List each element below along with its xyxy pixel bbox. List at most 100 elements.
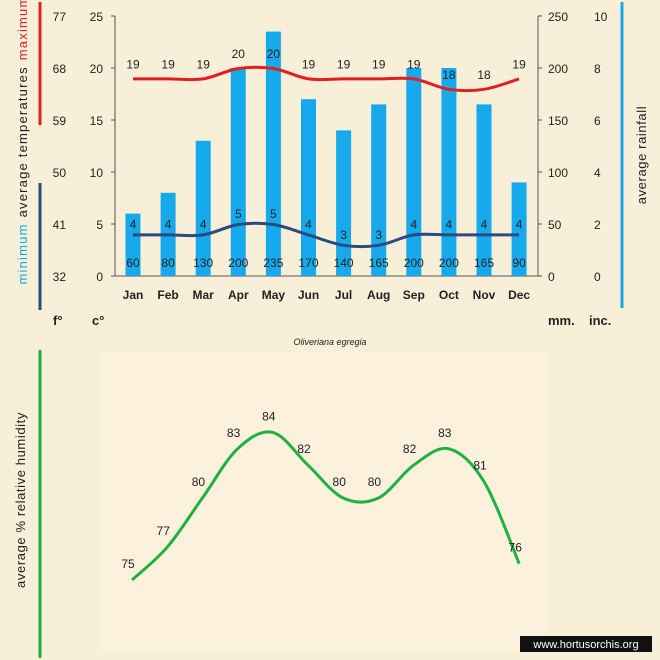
watermark-box (520, 636, 652, 652)
celsius-tick-label: 5 (96, 218, 103, 232)
rainfall-bar (371, 104, 387, 277)
celsius-tick-label: 15 (90, 114, 104, 128)
fahrenheit-tick-label: 41 (53, 218, 67, 232)
fahrenheit-tick-label: 77 (53, 10, 67, 24)
humidity-value-label: 76 (509, 541, 523, 555)
rainfall-value-label: 80 (161, 256, 175, 270)
inch-tick-label: 4 (594, 166, 601, 180)
max-temperature-label: 20 (232, 47, 246, 61)
rainfall-value-label: 165 (369, 256, 389, 270)
maximum-label: maximum (15, 0, 30, 60)
fahrenheit-tick-label: 59 (53, 114, 67, 128)
rainfall-value-label: 235 (263, 256, 283, 270)
humidity-axis-title: average % relative humidity (13, 412, 28, 588)
max-temperature-line (133, 65, 520, 93)
mm-tick-label: 200 (548, 62, 568, 76)
max-temperature-label: 19 (302, 57, 316, 71)
min-temperature-label: 4 (410, 217, 417, 231)
humidity-chart: 75 77 80 83 84 82 80 80 82 83 81 76 (121, 409, 523, 582)
max-temperature-label: 19 (372, 57, 386, 71)
humidity-value-label: 81 (473, 459, 487, 473)
unit-fahrenheit: f° (53, 313, 63, 328)
rainfall-bars (125, 31, 527, 277)
month-label: Apr (228, 288, 249, 302)
rainfall-bar (125, 213, 141, 276)
rainfall-value-label: 140 (334, 256, 354, 270)
min-temperature-label: 3 (375, 228, 382, 242)
temperature-lines (133, 65, 520, 249)
humidity-value-label: 84 (262, 409, 276, 423)
rainfall-bar (265, 31, 281, 276)
celsius-tick-label: 10 (90, 166, 104, 180)
rainfall-bar (406, 68, 422, 276)
max-temperature-label: 20 (267, 47, 281, 61)
rainfall-bar (336, 130, 352, 276)
data-labels: 60 80 130 200 235 170 140 165 200 200 165 90 19 19 19 2… (126, 47, 526, 270)
min-temperature-label: 5 (270, 207, 277, 221)
rainfall-bar (195, 140, 211, 276)
month-label: Jul (335, 288, 352, 302)
celsius-tick-label: 25 (90, 10, 104, 24)
rainfall-value-label: 200 (228, 256, 248, 270)
month-label: Aug (367, 288, 390, 302)
humidity-value-label: 80 (333, 475, 347, 489)
rainfall-value-label: 90 (512, 256, 526, 270)
unit-celsius: c° (92, 313, 104, 328)
svg-text:minimumaverage temperaturesmax: minimum average temperatures maximum (15, 0, 30, 285)
humidity-value-label: 80 (192, 475, 206, 489)
min-temperature-label: 4 (200, 217, 207, 231)
rainfall-value-label: 200 (404, 256, 424, 270)
mm-tick-label: 150 (548, 114, 568, 128)
inch-tick-label: 0 (594, 270, 601, 284)
humidity-value-label: 80 (368, 475, 382, 489)
month-label: Nov (473, 288, 496, 302)
inch-tick-label: 2 (594, 218, 601, 232)
humidity-value-label: 82 (403, 442, 417, 456)
max-temperature-label: 18 (442, 68, 456, 82)
rainfall-bar (511, 182, 527, 276)
rainfall-bar (441, 68, 457, 276)
max-temperature-label: 19 (197, 57, 211, 71)
right-axis-title: average rainfall (634, 106, 649, 205)
mm-tick-label: 100 (548, 166, 568, 180)
axis-ticks: 0 32 5 41 10 50 15 59 20 68 25 77 0 0 50 2 100 4 150 6 200 8 2… (53, 10, 608, 302)
celsius-tick-label: 0 (96, 270, 103, 284)
average-temperatures-label: average temperatures (15, 66, 30, 217)
fahrenheit-tick-label: 68 (53, 62, 67, 76)
rainfall-value-label: 170 (298, 256, 318, 270)
mm-tick-label: 0 (548, 270, 555, 284)
rainfall-value-label: 200 (439, 256, 459, 270)
fahrenheit-tick-label: 50 (53, 166, 67, 180)
mm-tick-label: 250 (548, 10, 568, 24)
rainfall-bar (476, 104, 492, 277)
min-temperature-label: 4 (516, 217, 523, 231)
max-temperature-label: 19 (337, 57, 351, 71)
humidity-value-label: 83 (227, 426, 241, 440)
mm-tick-label: 50 (548, 218, 562, 232)
rainfall-value-label: 130 (193, 256, 213, 270)
max-temperature-label: 19 (512, 57, 526, 71)
humidity-line (130, 430, 521, 582)
month-label: Oct (439, 288, 459, 302)
humidity-value-label: 75 (121, 557, 135, 571)
min-temperature-label: 5 (235, 207, 242, 221)
month-label: Mar (193, 288, 215, 302)
max-temperature-label: 18 (477, 68, 491, 82)
celsius-tick-label: 20 (90, 62, 104, 76)
max-temperature-label: 19 (407, 57, 421, 71)
max-temperature-label: 19 (161, 57, 175, 71)
min-temperature-label: 4 (446, 217, 453, 231)
month-label: Sep (403, 288, 425, 302)
humidity-value-label: 82 (297, 442, 311, 456)
inch-tick-label: 10 (594, 10, 608, 24)
rainfall-value-label: 165 (474, 256, 494, 270)
min-temperature-label: 4 (165, 217, 172, 231)
min-temperature-label: 4 (130, 217, 137, 231)
watermark: www.hortusorchis.org (532, 639, 638, 651)
unit-inch: inc. (589, 313, 611, 328)
month-label: May (262, 288, 286, 302)
month-label: Jan (123, 288, 144, 302)
unit-mm: mm. (548, 313, 575, 328)
minimum-label: minimum (15, 223, 30, 284)
